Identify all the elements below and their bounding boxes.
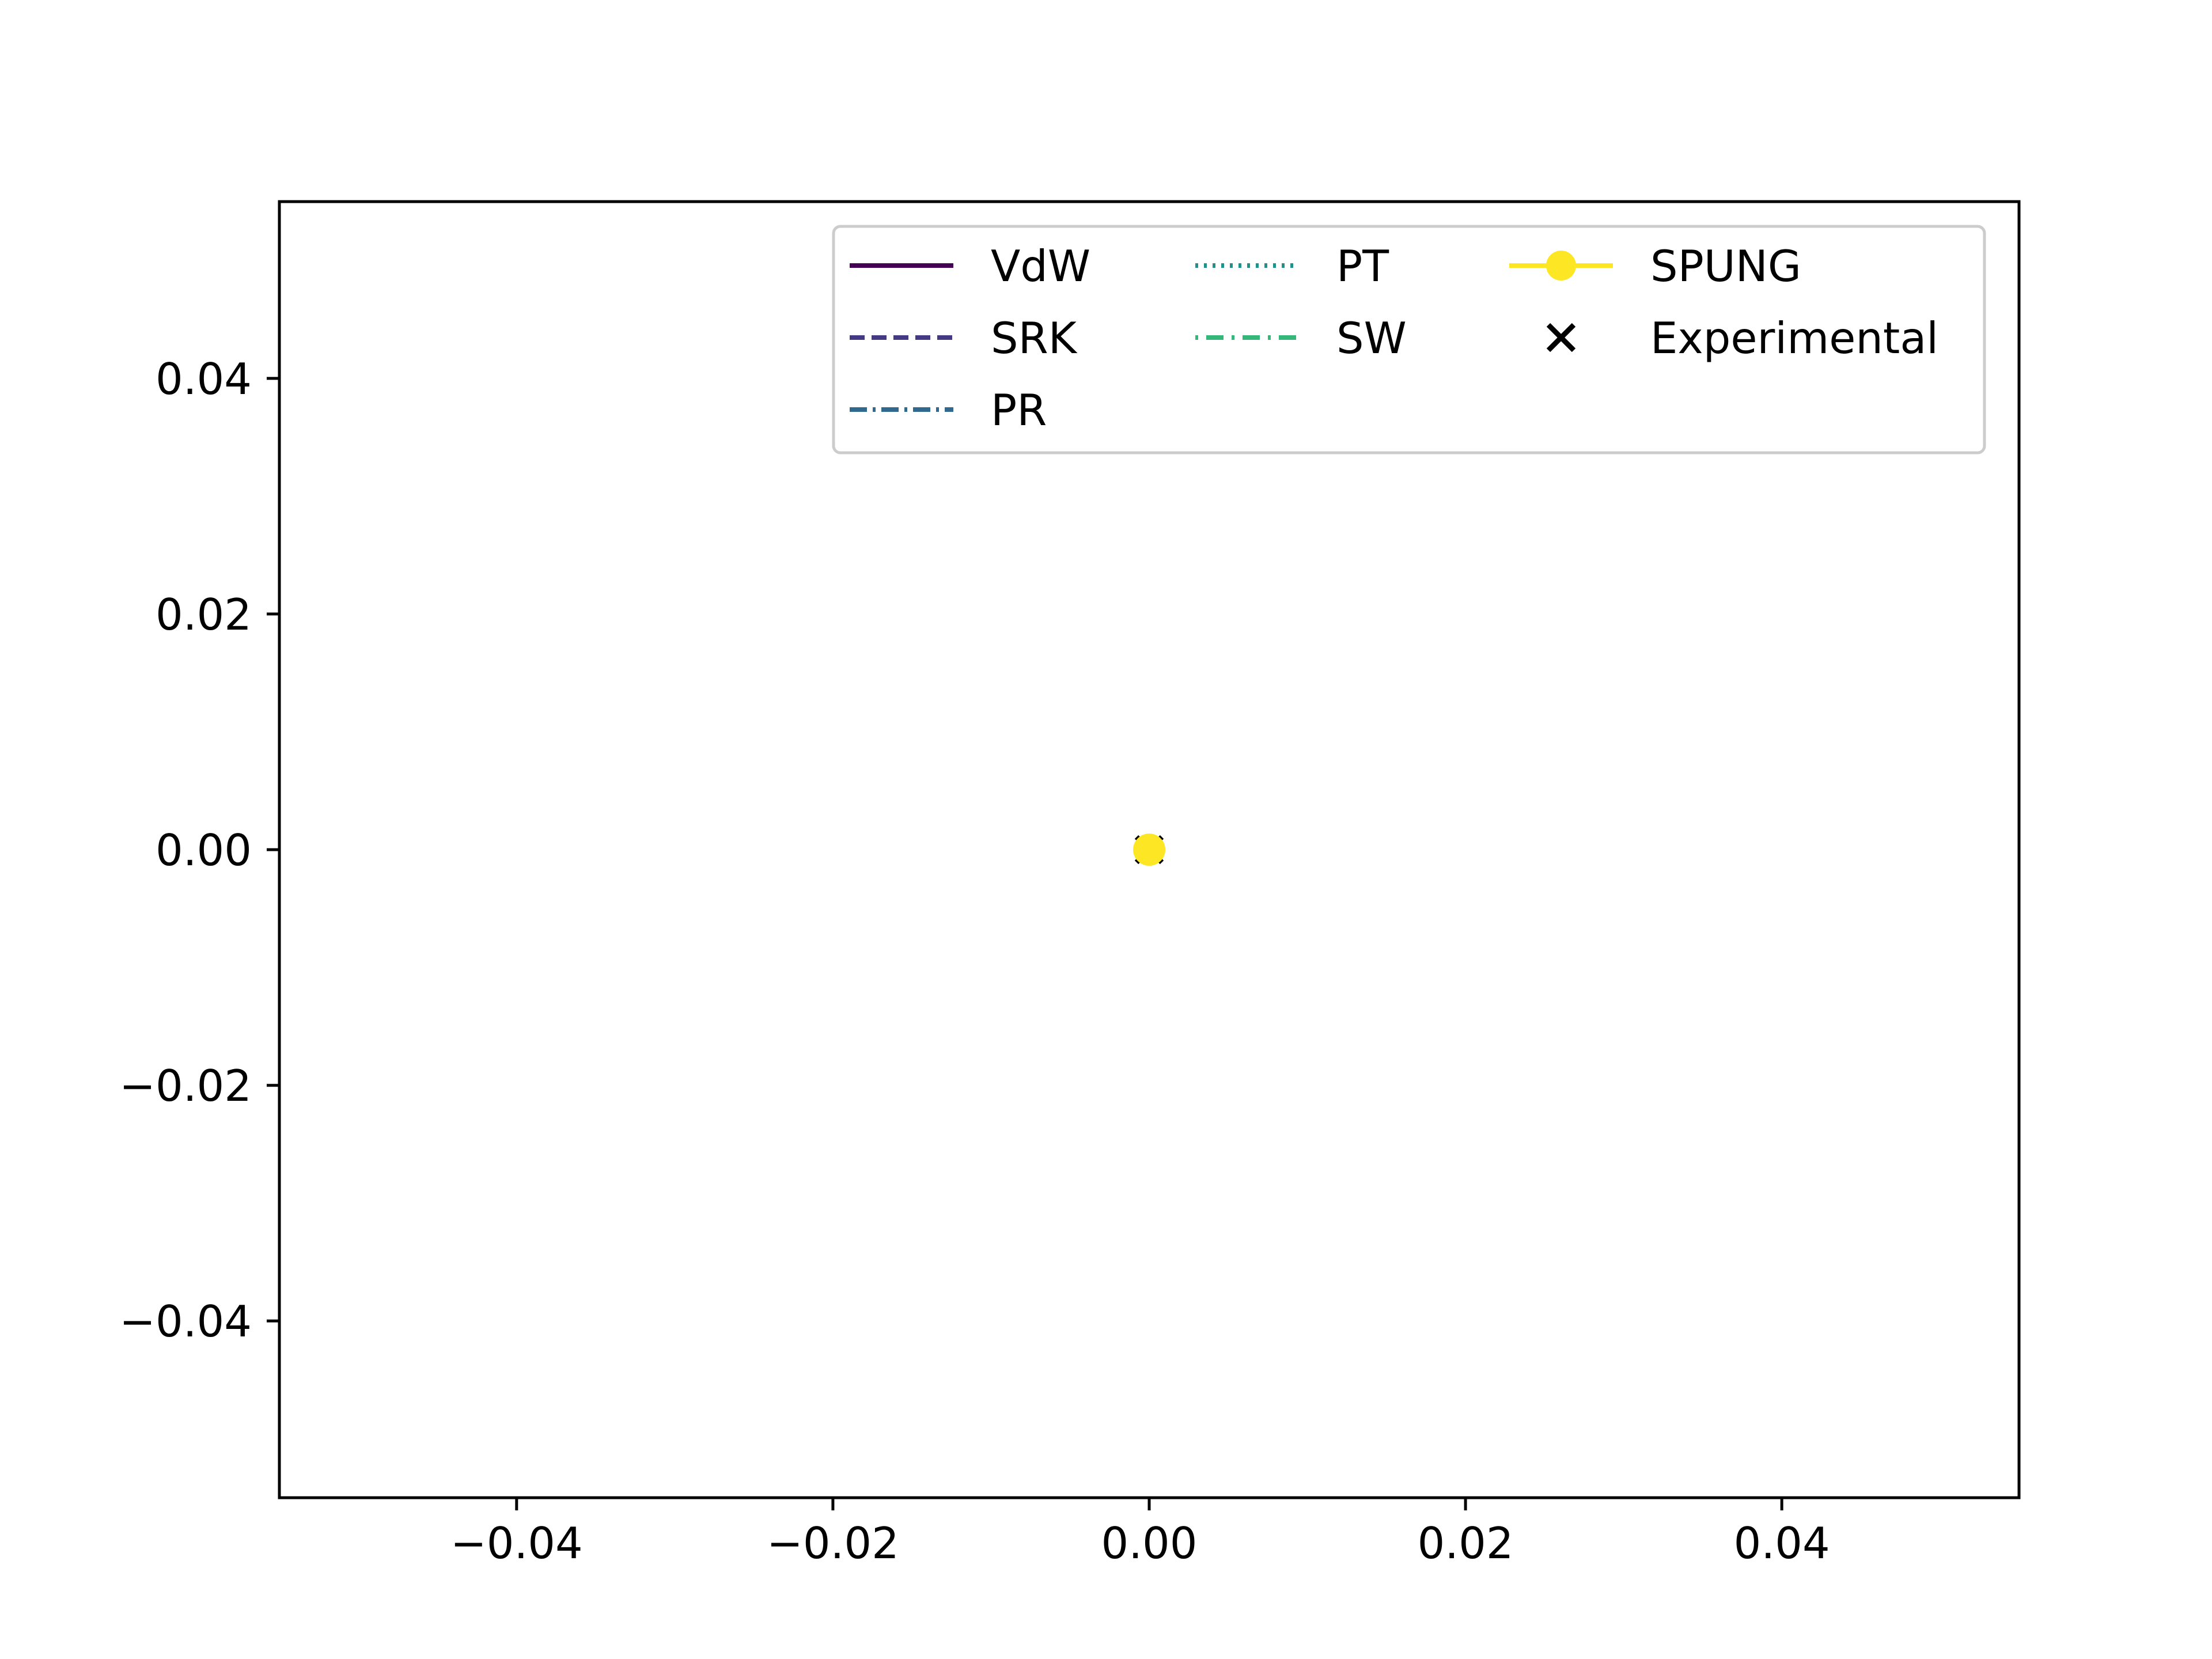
legend-label-sw: SW [1336,313,1407,363]
x-tick-label: 0.00 [1101,1518,1198,1569]
legend-item-vdw: VdW [850,241,1090,291]
legend-label-vdw: VdW [991,241,1090,291]
legend-item-pt: PT [1195,241,1389,291]
series-layer [1133,834,1165,866]
legend-item-sw: SW [1195,313,1407,363]
y-tick-label: −0.02 [119,1060,252,1111]
y-axis: −0.04 −0.02 0.00 0.02 0.04 [119,354,279,1347]
legend-label-pr: PR [991,385,1047,435]
legend-item-srk: SRK [850,313,1078,363]
y-tick-label: 0.00 [156,825,252,876]
x-tick-label: −0.02 [767,1518,899,1569]
legend-label-pt: PT [1336,241,1389,291]
legend-marker-spung [1546,251,1576,281]
x-tick-label: −0.04 [450,1518,583,1569]
spung-point [1133,834,1165,866]
axes: −0.04 −0.02 0.00 0.02 0.04 −0.04 −0.02 0.00 0.0… [119,200,2021,1569]
x-tick-label: 0.02 [1418,1518,1514,1569]
legend-label-srk: SRK [991,313,1078,363]
legend-label-spung: SPUNG [1650,241,1801,291]
legend-marker-experimental [1546,323,1576,353]
x-tick-label: 0.04 [1734,1518,1830,1569]
legend-label-experimental: Experimental [1650,313,1938,363]
y-tick-label: −0.04 [119,1296,252,1347]
y-tick-label: 0.04 [156,354,252,404]
legend-item-pr: PR [850,385,1047,435]
legend-item-spung: SPUNG [1509,241,1801,291]
x-axis: −0.04 −0.02 0.00 0.02 0.04 [450,1498,1830,1569]
y-tick-label: 0.02 [156,589,252,640]
legend: VdW SRK PR PT SW SPUNG Experimental [832,225,1986,454]
legend-frame [832,225,1986,454]
legend-item-experimental: Experimental [1546,313,1938,363]
